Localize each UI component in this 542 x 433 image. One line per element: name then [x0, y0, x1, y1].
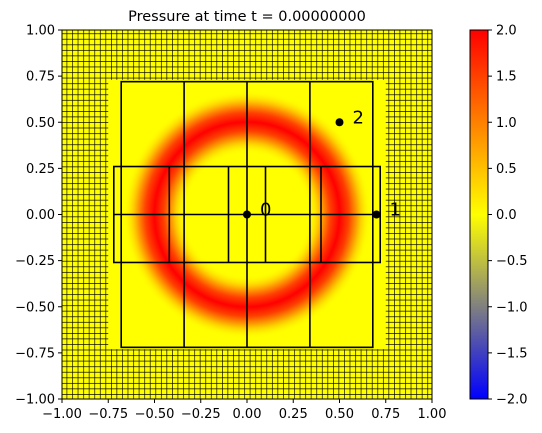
y-tick-label: 0.00 — [26, 208, 55, 223]
x-tick-label: −0.50 — [135, 407, 175, 422]
gauge-label: 0 — [260, 200, 271, 221]
gauge-point — [335, 118, 344, 127]
colorbar-tick-label: −1.5 — [496, 346, 528, 361]
y-tick-label: 0.75 — [26, 70, 55, 85]
y-tick-label: −0.75 — [15, 346, 55, 361]
colorbar-tick-label: 1.5 — [496, 70, 517, 85]
x-tick-label: 0.50 — [325, 407, 354, 422]
colorbar-tick-label: 2.0 — [496, 24, 517, 39]
colorbar-tick-label: −2.0 — [496, 393, 528, 408]
colorbar: 2.0 1.5 1.0 0.5 0.0 −0.5 −1.0 −1.5 −2.0 — [469, 24, 528, 408]
gauge-point — [243, 210, 251, 219]
y-tick-label: −1.00 — [15, 393, 55, 408]
colorbar-tick-label: −0.5 — [496, 254, 528, 269]
colorbar-tick-label: 0.0 — [496, 208, 517, 223]
x-tick-label: −0.25 — [181, 407, 221, 422]
x-tick-label: 0.75 — [371, 407, 400, 422]
gauge-markers: 0 1 2 — [243, 107, 401, 221]
gauge-label: 1 — [390, 200, 401, 221]
x-tick-label: −1.00 — [42, 407, 82, 422]
y-tick-label: −0.25 — [15, 254, 55, 269]
x-tick-label: 0.00 — [233, 407, 262, 422]
y-tick-label: −0.50 — [15, 300, 55, 315]
x-tick-label: 1.00 — [418, 407, 447, 422]
gauge-point — [372, 210, 381, 219]
x-tick-label: −0.75 — [88, 407, 128, 422]
y-tick-label: 0.25 — [26, 162, 55, 177]
x-tick-label: 0.25 — [279, 407, 308, 422]
colorbar-tick-label: −1.0 — [496, 300, 528, 315]
x-axis: −1.00 −0.75 −0.50 −0.25 0.00 0.25 0.50 0.75 1.00 — [42, 399, 446, 422]
colorbar-tick-label: 0.5 — [496, 162, 517, 177]
chart-title: Pressure at time t = 0.00000000 — [128, 9, 366, 25]
y-axis: −1.00 −0.75 −0.50 −0.25 0.00 0.25 0.50 0.75 1.00 — [15, 24, 62, 408]
pressure-heatmap: 0 1 2 — [61, 29, 433, 400]
colorbar-ticks: 2.0 1.5 1.0 0.5 0.0 −0.5 −1.0 −1.5 −2.0 — [488, 24, 528, 408]
colorbar-tick-label: 1.0 — [496, 116, 517, 131]
colorbar-scale — [469, 29, 489, 400]
y-tick-label: 0.50 — [26, 116, 55, 131]
gauge-label: 2 — [353, 107, 364, 128]
y-tick-label: 1.00 — [26, 24, 55, 39]
